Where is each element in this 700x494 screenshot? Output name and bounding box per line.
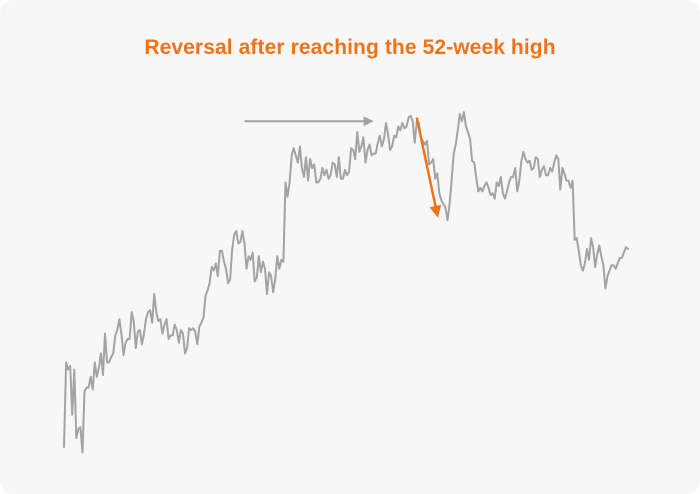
series-layer <box>63 111 629 454</box>
price-series-line <box>63 111 629 454</box>
annotation-layer <box>244 116 442 218</box>
chart-title: Reversal after reaching the 52-week high <box>144 36 556 59</box>
reversal-arrow <box>415 117 442 218</box>
